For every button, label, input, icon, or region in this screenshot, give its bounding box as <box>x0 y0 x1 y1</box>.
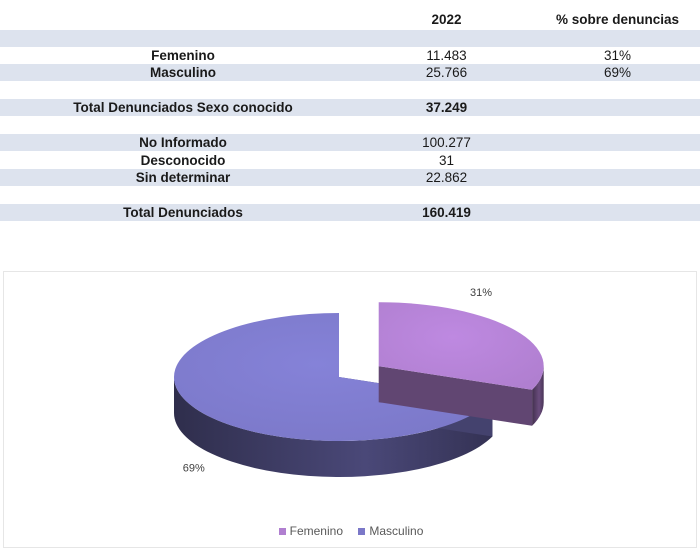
row-label: Femenino <box>151 48 215 63</box>
pie-chart: 31% 69% Femenino Masculino <box>3 271 697 548</box>
row-value: 100.277 <box>422 135 471 150</box>
row-label: No Informado <box>139 135 227 150</box>
table-spacer-row <box>0 30 700 47</box>
legend-swatch <box>358 528 366 536</box>
header-pct: % sobre denuncias <box>555 12 680 27</box>
data-label-masculino: 69% <box>183 462 205 474</box>
row-pct: 31% <box>603 48 632 63</box>
legend-label: Femenino <box>289 524 343 538</box>
pie-slice-femenino <box>378 302 544 426</box>
row-label: Desconocido <box>140 153 226 168</box>
table-header-row: 2022 % sobre denuncias <box>0 11 700 28</box>
table-row: Total Denunciados Sexo conocido 37.249 <box>0 99 700 116</box>
table-row: Total Denunciados 160.419 <box>0 204 700 221</box>
row-pct: 69% <box>603 65 632 80</box>
row-pct <box>540 134 695 151</box>
pie-slice-side <box>174 377 493 477</box>
legend-item-masculino: Masculino <box>358 524 423 538</box>
row-value: 22.862 <box>425 170 468 185</box>
legend-item-femenino: Femenino <box>278 524 343 538</box>
row-pct <box>540 152 695 169</box>
chart-legend: Femenino Masculino <box>4 524 698 538</box>
legend-label: Masculino <box>369 524 424 538</box>
pie-slice-top <box>173 313 493 441</box>
row-pct <box>540 99 695 116</box>
row-value: 11.483 <box>426 48 467 63</box>
table-row: Masculino 25.766 69% <box>0 64 700 81</box>
row-value: 25.766 <box>425 65 468 80</box>
table-row: No Informado 100.277 <box>0 134 700 151</box>
row-value: 160.419 <box>422 205 471 220</box>
table-row: Desconocido 31 <box>0 152 700 169</box>
row-label: Total Denunciados <box>123 205 243 220</box>
row-pct <box>540 204 695 221</box>
row-label: Total Denunciados Sexo conocido <box>73 100 293 115</box>
pie-chart-svg: 31% 69% <box>173 287 544 477</box>
data-label-femenino: 31% <box>470 287 492 299</box>
row-pct <box>540 169 695 186</box>
header-year: 2022 <box>431 12 462 27</box>
legend-swatch <box>278 528 286 536</box>
table-row: Femenino 11.483 31% <box>0 47 700 64</box>
row-label: Masculino <box>149 65 216 80</box>
pie-slice-cut <box>378 366 533 426</box>
row-label: Sin determinar <box>135 170 231 185</box>
row-value: 31 <box>438 153 455 168</box>
pie-slice-side <box>532 366 544 426</box>
pie-slice-top <box>378 302 544 390</box>
row-value: 37.249 <box>425 100 468 115</box>
table-row: Sin determinar 22.862 <box>0 169 700 186</box>
